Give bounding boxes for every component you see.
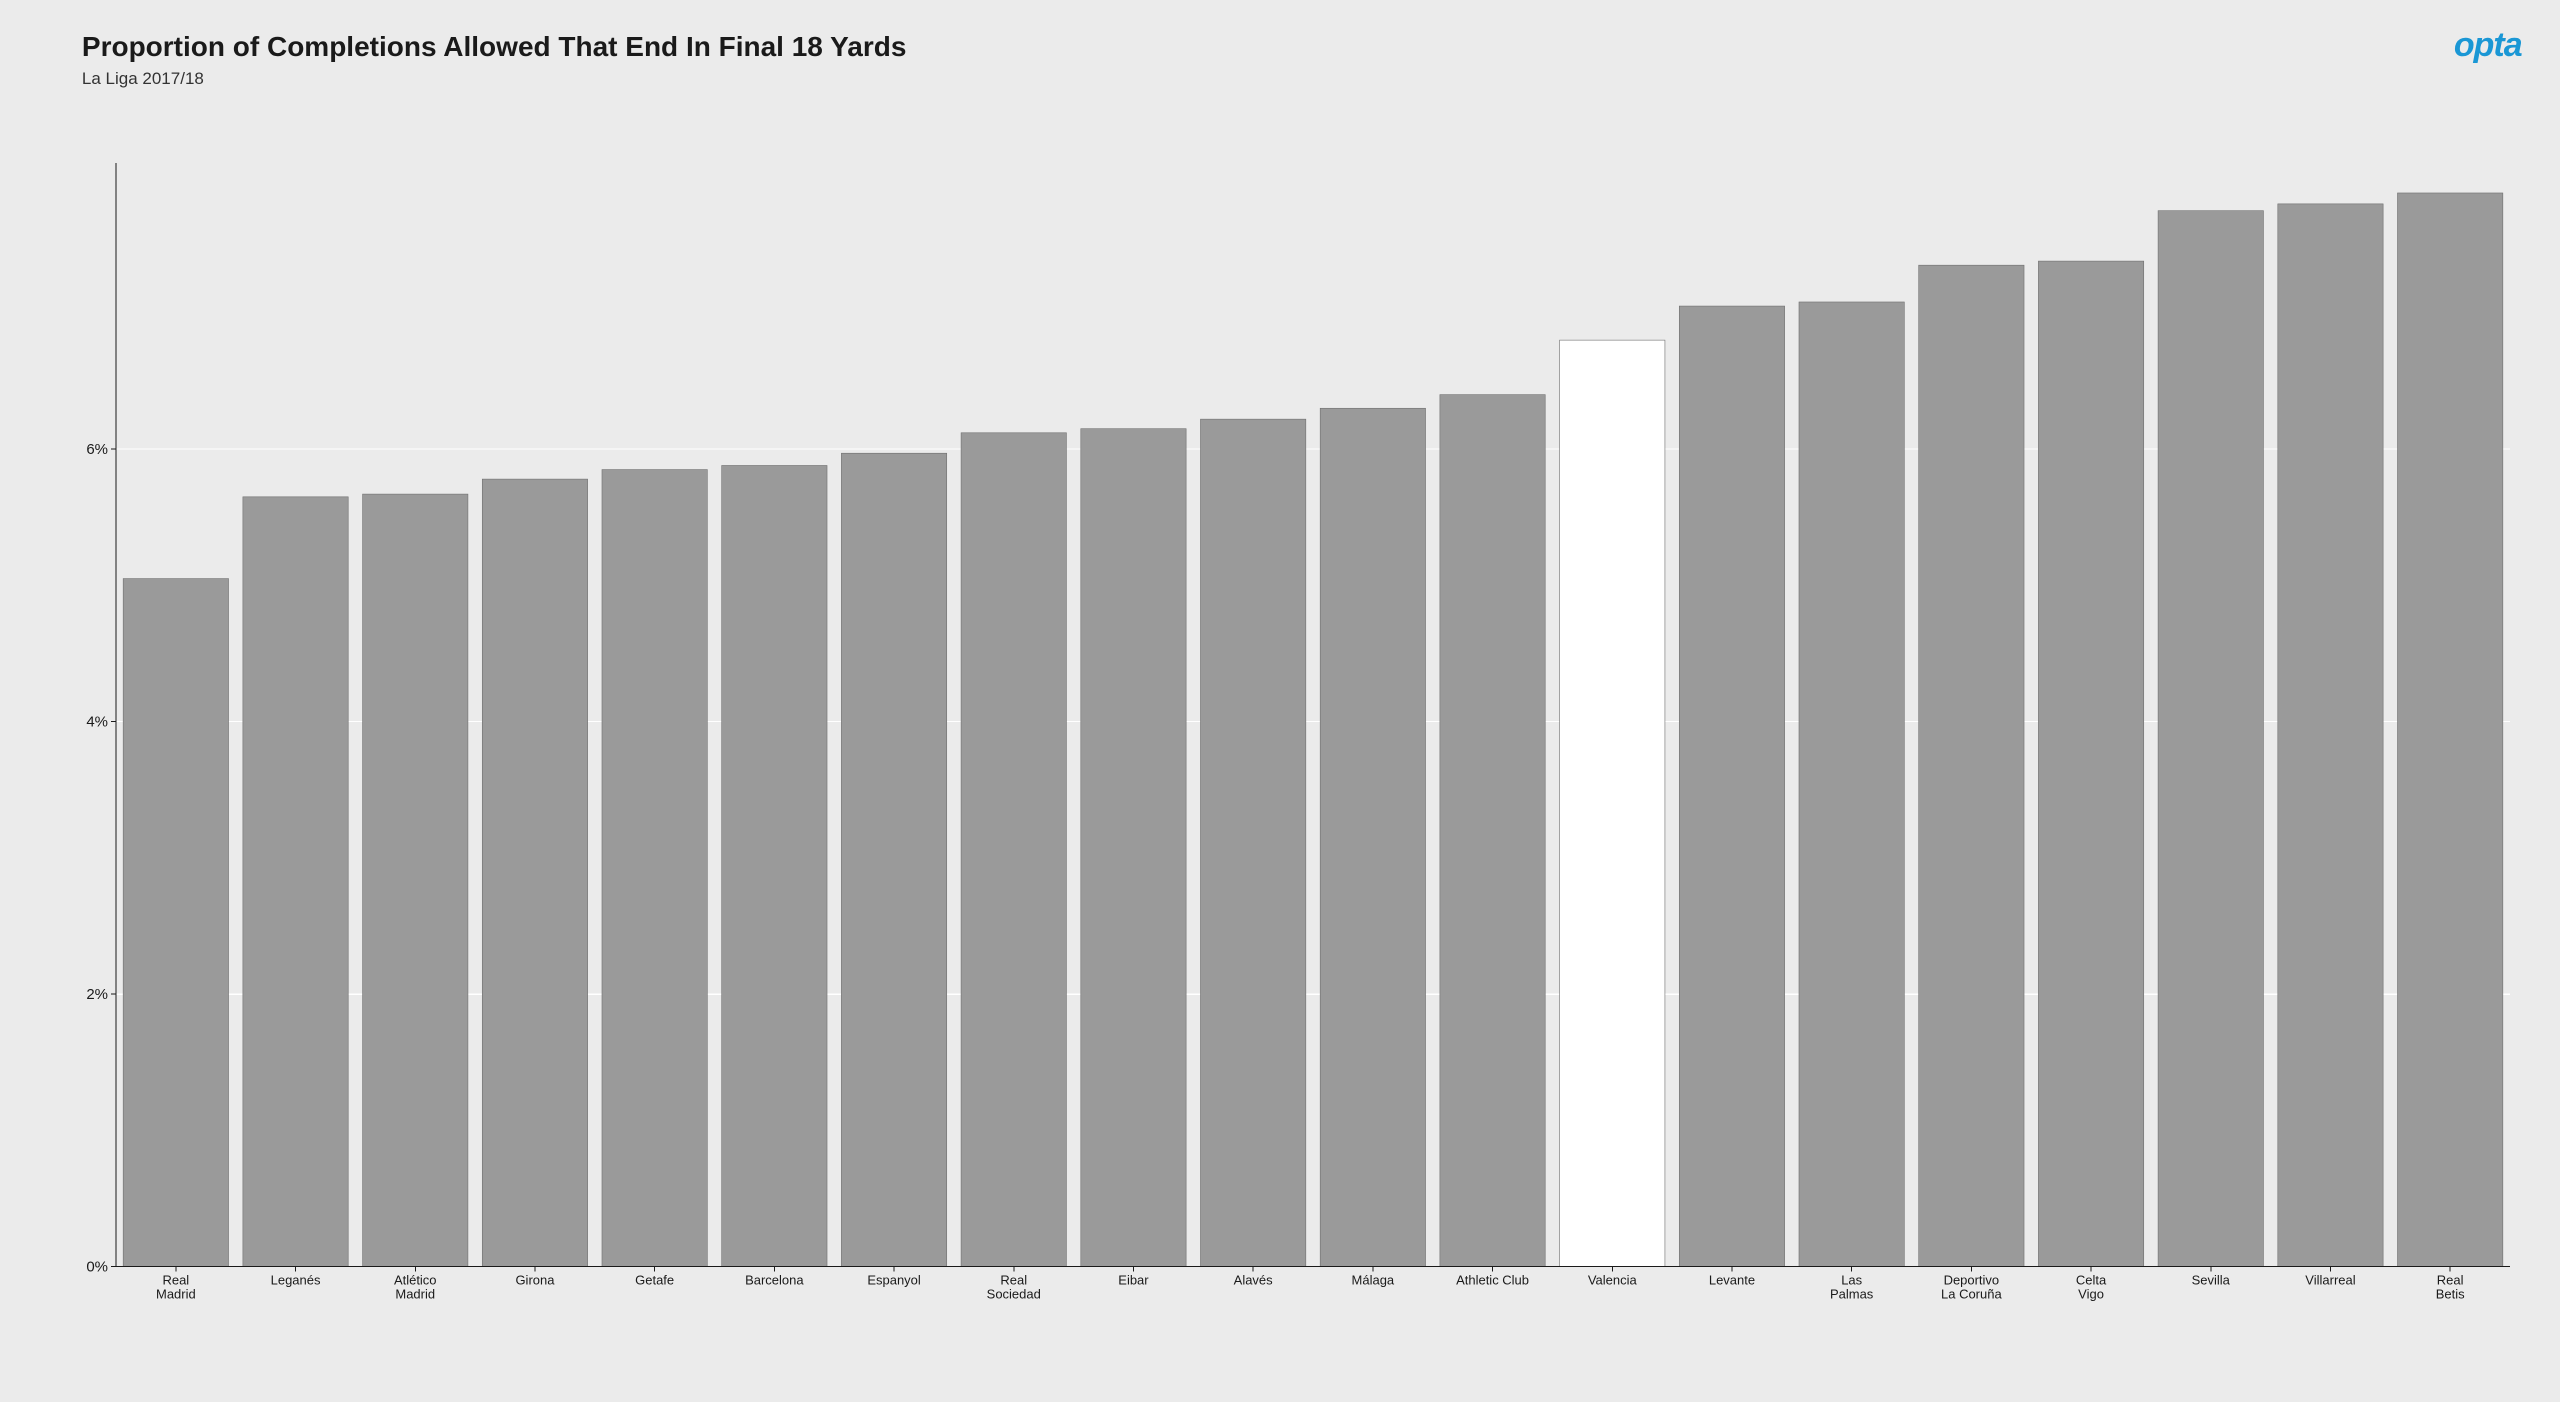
category-label: AtléticoMadrid — [394, 1273, 437, 1302]
y-tick-label: 4% — [86, 714, 108, 731]
bar — [2397, 193, 2502, 1267]
bar — [1200, 419, 1305, 1267]
category-label: Athletic Club — [1456, 1273, 1529, 1288]
category-label: CeltaVigo — [2076, 1273, 2107, 1302]
category-label: Villarreal — [2305, 1273, 2355, 1288]
y-tick-label: 0% — [86, 1259, 108, 1276]
bar — [1081, 429, 1186, 1267]
bar — [2038, 261, 2143, 1267]
category-label: RealSociedad — [987, 1273, 1041, 1302]
category-label: Valencia — [1588, 1273, 1638, 1288]
chart-title: Proportion of Completions Allowed That E… — [82, 31, 2355, 63]
bar — [482, 479, 587, 1267]
bar — [1320, 408, 1425, 1266]
category-label: Málaga — [1351, 1273, 1394, 1288]
bar — [1679, 306, 1784, 1267]
page: Proportion of Completions Allowed That E… — [0, 0, 2560, 1402]
category-label: Girona — [515, 1273, 555, 1288]
bar — [722, 466, 827, 1267]
bar-chart: 0% 2% 4% 6% RealMadrid Leganés AtléticoMadrid G… — [82, 161, 2514, 1311]
title-block: Proportion of Completions Allowed That E… — [82, 31, 2355, 89]
category-label: RealMadrid — [156, 1273, 196, 1302]
category-label: Sevilla — [2192, 1273, 2231, 1288]
category-label: RealBetis — [2436, 1273, 2465, 1302]
bar — [1440, 395, 1545, 1267]
category-label: Eibar — [1118, 1273, 1149, 1288]
category-label: Espanyol — [867, 1273, 921, 1288]
category-label: Getafe — [635, 1273, 674, 1288]
category-label: Leganés — [271, 1273, 321, 1288]
opta-logo: opta — [2454, 28, 2522, 62]
bar — [2158, 211, 2263, 1267]
category-label: Alavés — [1234, 1273, 1273, 1288]
chart-subtitle: La Liga 2017/18 — [82, 69, 2355, 89]
bar — [243, 497, 348, 1267]
category-label: Barcelona — [745, 1273, 804, 1288]
logo-text: opta — [2454, 26, 2522, 64]
bar — [1919, 265, 2024, 1266]
category-label: DeportivoLa Coruña — [1941, 1273, 2002, 1302]
bar — [2278, 204, 2383, 1267]
bar — [602, 470, 707, 1267]
category-label: Levante — [1709, 1273, 1755, 1288]
bar — [1799, 302, 1904, 1267]
y-tick-label: 2% — [86, 986, 108, 1003]
y-tick-label: 6% — [86, 441, 108, 458]
bar — [123, 579, 228, 1267]
category-label: LasPalmas — [1830, 1273, 1874, 1302]
bar — [1559, 340, 1664, 1267]
bar — [961, 433, 1066, 1267]
bar — [841, 453, 946, 1266]
bar — [362, 494, 467, 1267]
